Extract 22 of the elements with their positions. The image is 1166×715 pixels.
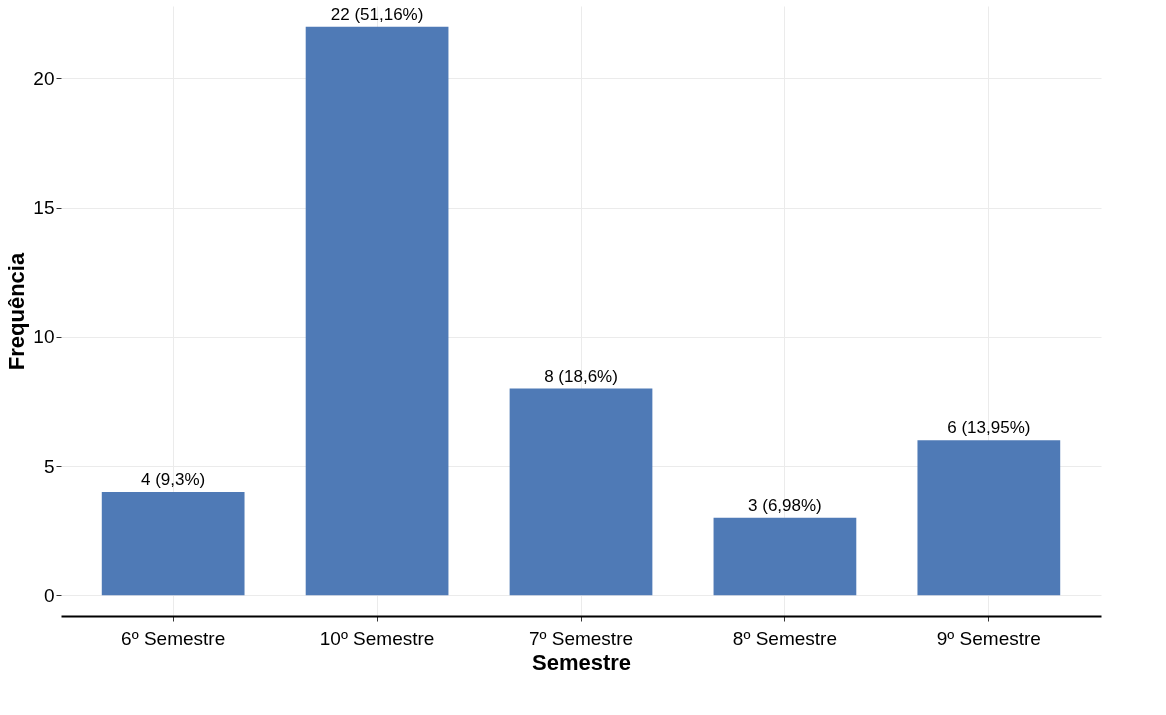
x-tick-label: 7º Semestre bbox=[528, 627, 634, 649]
x-tick-label: 10º Semestre bbox=[319, 627, 435, 649]
y-tick-label: 15 bbox=[33, 197, 55, 219]
x-tick-label: 6º Semestre bbox=[121, 627, 226, 649]
data-label: 6 (13,95%) bbox=[947, 418, 1031, 438]
bar bbox=[305, 26, 449, 596]
x-tick-label: 9º Semestre bbox=[936, 627, 1041, 649]
y-tick-label: 0 bbox=[43, 584, 55, 606]
bar bbox=[917, 440, 1061, 596]
data-label: 8 (18,6%) bbox=[544, 366, 618, 386]
y-tick-label: 10 bbox=[33, 326, 55, 348]
data-label: 4 (9,3%) bbox=[141, 469, 206, 489]
bar bbox=[509, 388, 653, 596]
y-axis-title: Frequência bbox=[4, 252, 30, 371]
bar bbox=[101, 491, 245, 596]
y-tick-label: 20 bbox=[33, 67, 55, 89]
x-axis-title: Semestre bbox=[531, 649, 632, 675]
data-label: 22 (51,16%) bbox=[330, 4, 424, 24]
y-tick-label: 5 bbox=[43, 455, 55, 477]
x-tick-label: 8º Semestre bbox=[732, 627, 837, 649]
data-label: 3 (6,98%) bbox=[748, 495, 822, 515]
bar bbox=[713, 517, 857, 596]
